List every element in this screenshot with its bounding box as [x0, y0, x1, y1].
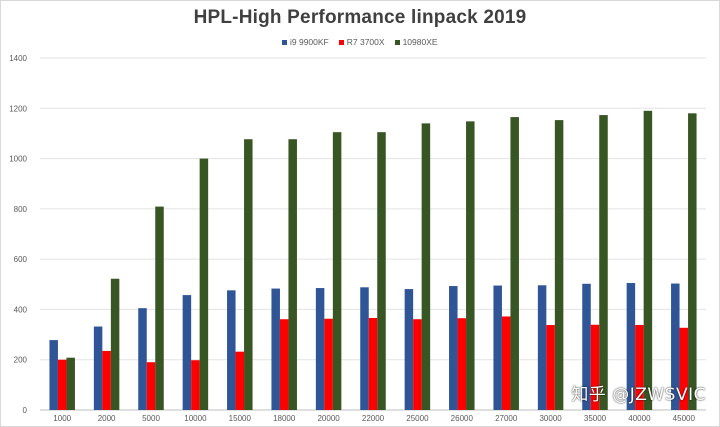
bar-i9-9900kf-18000 [271, 288, 280, 410]
bar-i9-9900kf-45000 [671, 283, 680, 410]
bar-r7-3700x-30000 [546, 325, 555, 410]
bar-10980xe-22000 [377, 132, 386, 410]
bar-10980xe-30000 [554, 120, 564, 411]
x-tick-label: 5000 [142, 414, 160, 423]
bar-i9-9900kf-10000 [182, 295, 192, 410]
bar-i9-9900kf-26000 [449, 286, 458, 410]
bar-i9-9900kf-22000 [360, 287, 369, 410]
x-tick-label: 15000 [229, 414, 252, 423]
bar-10980xe-18000 [288, 139, 297, 410]
y-tick-label: 1000 [9, 155, 27, 164]
bar-i9-9900kf-25000 [404, 289, 414, 410]
x-tick-label: 27000 [495, 414, 518, 423]
bar-10980xe-10000 [199, 158, 209, 410]
legend: i9 9900KF R7 3700X 10980XE [282, 37, 438, 47]
bar-r7-3700x-5000 [146, 362, 156, 410]
legend-swatch-10980xe [394, 39, 400, 45]
bar-r7-3700x-26000 [457, 318, 467, 410]
bar-10980xe-40000 [643, 110, 653, 411]
bar-r7-3700x-10000 [191, 360, 200, 410]
bar-10980xe-15000 [244, 139, 253, 410]
x-tick-label: 25000 [406, 414, 429, 423]
legend-swatch-i9-9900kf [282, 39, 287, 45]
bar-10980xe-35000 [599, 115, 608, 411]
bar-i9-9900kf-30000 [537, 285, 547, 410]
bar-r7-3700x-22000 [368, 317, 378, 410]
y-tick-label: 600 [14, 255, 28, 264]
watermark: 知乎 @JZWSVIC [571, 385, 706, 405]
legend-item-10980xe: 10980XE [394, 37, 438, 47]
bar-i9-9900kf-2000 [93, 326, 103, 410]
bar-r7-3700x-18000 [279, 319, 289, 410]
x-tick-label: 45000 [673, 414, 696, 423]
legend-label-i9-9900kf: i9 9900KF [290, 37, 329, 47]
bar-r7-3700x-25000 [413, 319, 422, 410]
bar-i9-9900kf-35000 [582, 283, 591, 410]
bar-i9-9900kf-15000 [227, 290, 236, 410]
bar-r7-3700x-40000 [635, 325, 644, 410]
x-tick-label: 18000 [273, 414, 296, 423]
x-tick-label: 30000 [539, 414, 562, 423]
bar-10980xe-25000 [421, 123, 431, 410]
x-tick-label: 2000 [98, 414, 116, 423]
bar-r7-3700x-45000 [679, 327, 689, 410]
x-tick-label: 40000 [628, 414, 651, 423]
bar-r7-3700x-15000 [235, 351, 245, 410]
bar-i9-9900kf-20000 [315, 288, 325, 410]
x-tick-label: 26000 [451, 414, 474, 423]
y-tick-label: 1200 [9, 104, 27, 113]
legend-label-r7-3700x: R7 3700X [346, 37, 385, 47]
legend-swatch-r7-3700x [338, 39, 344, 45]
y-tick-label: 800 [14, 205, 28, 214]
bar-i9-9900kf-5000 [138, 308, 147, 410]
bar-10980xe-26000 [466, 121, 475, 411]
bar-r7-3700x-27000 [501, 316, 511, 410]
x-tick-label: 20000 [317, 414, 340, 423]
bar-10980xe-27000 [510, 117, 519, 410]
y-tick-label: 0 [23, 406, 28, 415]
x-tick-label: 35000 [584, 414, 607, 423]
bar-10980xe-2000 [110, 278, 120, 410]
bar-10980xe-20000 [332, 132, 342, 410]
bar-r7-3700x-1000 [57, 359, 67, 410]
bar-10980xe-1000 [66, 357, 75, 410]
x-tick-label: 1000 [53, 414, 71, 423]
y-tick-label: 1400 [9, 54, 27, 63]
bar-10980xe-5000 [155, 206, 164, 410]
legend-item-i9-9900kf: i9 9900KF [282, 37, 329, 47]
chart-title: HPL-High Performance linpack 2019 [193, 7, 527, 28]
y-tick-label: 400 [14, 305, 28, 314]
y-tick-label: 200 [14, 356, 28, 365]
bar-i9-9900kf-40000 [626, 283, 636, 410]
x-tick-label: 22000 [362, 414, 385, 423]
bar-r7-3700x-2000 [102, 350, 111, 410]
bar-r7-3700x-35000 [590, 324, 600, 410]
legend-item-r7-3700x: R7 3700X [338, 37, 385, 47]
bar-10980xe-45000 [688, 113, 697, 411]
bar-i9-9900kf-1000 [49, 340, 58, 410]
bar-i9-9900kf-27000 [493, 285, 502, 410]
legend-label-10980xe: 10980XE [402, 37, 438, 47]
bar-r7-3700x-20000 [324, 318, 333, 410]
x-tick-label: 10000 [184, 414, 207, 423]
